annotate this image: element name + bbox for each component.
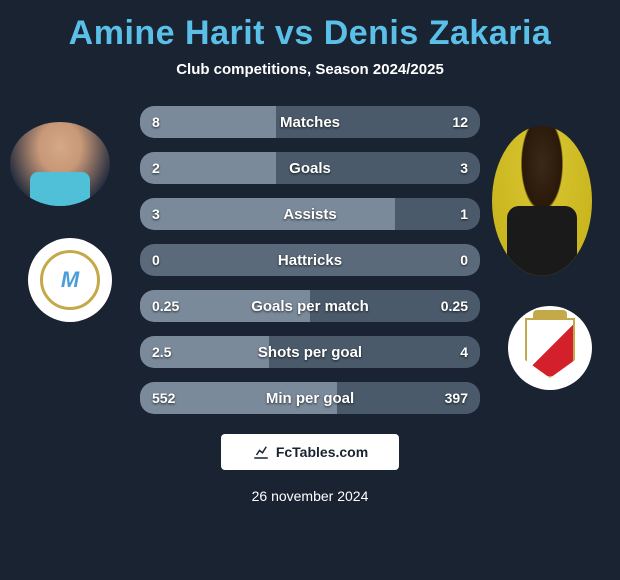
stat-row: 3 Assists 1 <box>140 198 480 230</box>
stat-value-right: 4 <box>460 344 468 360</box>
stat-bar-left <box>140 152 276 184</box>
stat-label: Goals <box>289 160 331 177</box>
stat-label: Matches <box>280 114 340 131</box>
stat-value-right: 1 <box>460 206 468 222</box>
stat-bar-left <box>140 106 276 138</box>
branding-card[interactable]: FcTables.com <box>221 434 399 470</box>
date-text: 26 november 2024 <box>0 488 620 504</box>
stat-label: Hattricks <box>278 252 342 269</box>
stat-label: Shots per goal <box>258 344 362 361</box>
marseille-logo-icon: M <box>40 250 100 310</box>
stat-value-left: 3 <box>152 206 160 222</box>
stat-value-right: 0 <box>460 252 468 268</box>
stat-row: 552 Min per goal 397 <box>140 382 480 414</box>
player1-club-badge: M <box>28 238 112 322</box>
stats-table: 8 Matches 12 2 Goals 3 3 Assists 1 0 Hattricks 0 0.2… <box>140 106 480 414</box>
stat-row: 0.25 Goals per match 0.25 <box>140 290 480 322</box>
stat-value-left: 0.25 <box>152 298 179 314</box>
stat-row: 2.5 Shots per goal 4 <box>140 336 480 368</box>
player2-club-badge <box>508 306 592 390</box>
page-title: Amine Harit vs Denis Zakaria <box>0 0 620 53</box>
player2-avatar <box>492 126 592 276</box>
stat-label: Min per goal <box>266 390 354 407</box>
chart-icon <box>252 443 270 461</box>
stat-label: Goals per match <box>251 298 369 315</box>
stat-value-right: 397 <box>445 390 468 406</box>
stat-bar-left <box>140 198 395 230</box>
branding-label: FcTables.com <box>276 444 368 460</box>
stat-value-right: 0.25 <box>441 298 468 314</box>
stat-value-left: 2.5 <box>152 344 171 360</box>
stat-value-left: 552 <box>152 390 175 406</box>
stat-value-left: 8 <box>152 114 160 130</box>
stat-row: 0 Hattricks 0 <box>140 244 480 276</box>
stat-row: 8 Matches 12 <box>140 106 480 138</box>
stat-value-right: 3 <box>460 160 468 176</box>
stat-value-left: 0 <box>152 252 160 268</box>
stat-label: Assists <box>283 206 336 223</box>
monaco-logo-icon <box>525 318 575 378</box>
stat-row: 2 Goals 3 <box>140 152 480 184</box>
stat-value-left: 2 <box>152 160 160 176</box>
player1-avatar <box>10 122 110 206</box>
stat-value-right: 12 <box>452 114 468 130</box>
subtitle: Club competitions, Season 2024/2025 <box>0 61 620 78</box>
